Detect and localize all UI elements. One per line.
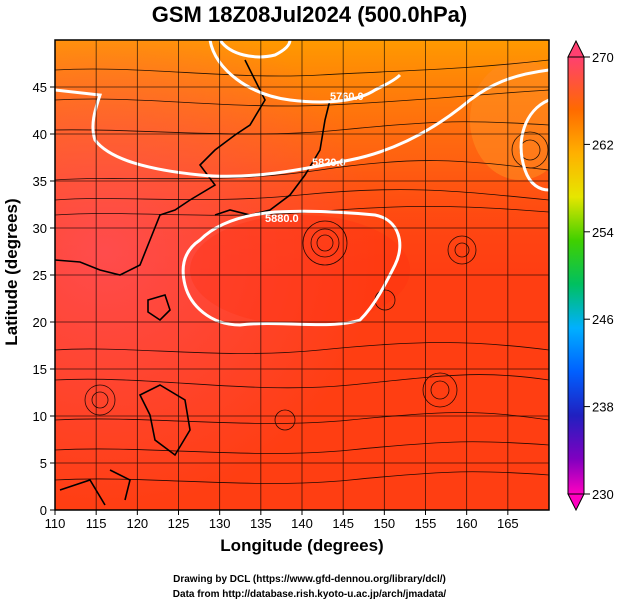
colorbar-tick-label: 230 bbox=[592, 487, 614, 502]
x-tick-label: 155 bbox=[415, 516, 437, 531]
y-tick-label: 5 bbox=[40, 456, 47, 471]
colorbar-tick-label: 238 bbox=[592, 400, 614, 415]
contour-label: 5880.0 bbox=[265, 213, 299, 225]
x-tick-label: 115 bbox=[86, 516, 107, 531]
y-tick-label: 45 bbox=[33, 80, 47, 95]
y-tick-label: 15 bbox=[33, 362, 47, 377]
x-tick-label: 140 bbox=[291, 516, 313, 531]
y-tick-label: 20 bbox=[33, 315, 47, 330]
x-axis: 110 115 120 125 130 135 140 145 150 155 160 165 bbox=[45, 510, 519, 531]
x-tick-label: 120 bbox=[126, 516, 148, 531]
contour-label: 5760.0 bbox=[330, 91, 364, 103]
contour-labels: 5760.0 5820.0 5880.0 bbox=[265, 91, 364, 225]
temperature-field bbox=[55, 40, 549, 510]
x-tick-label: 150 bbox=[373, 516, 395, 531]
colorbar-gradient bbox=[567, 56, 585, 495]
x-tick-label: 135 bbox=[250, 516, 272, 531]
y-tick-label: 0 bbox=[40, 503, 47, 518]
map-title: GSM 18Z08Jul2024 (500.0hPa) bbox=[151, 2, 468, 27]
y-axis-title: Latitude (degrees) bbox=[2, 198, 21, 346]
streamlines bbox=[55, 59, 549, 484]
x-axis-title: Longitude (degrees) bbox=[220, 536, 384, 555]
y-tick-label: 10 bbox=[33, 409, 47, 424]
colorbar-tick-label: 262 bbox=[592, 137, 614, 152]
y-axis: 0 5 10 15 20 25 30 35 40 45 bbox=[33, 80, 55, 518]
x-tick-label: 165 bbox=[497, 516, 519, 531]
contour-label: 5820.0 bbox=[312, 157, 346, 169]
x-tick-label: 160 bbox=[456, 516, 478, 531]
colorbar-tick-label: 246 bbox=[592, 312, 614, 327]
x-tick-label: 110 bbox=[45, 516, 66, 531]
coastlines bbox=[55, 59, 331, 506]
y-tick-label: 40 bbox=[33, 127, 47, 142]
y-tick-label: 25 bbox=[33, 268, 47, 283]
height-contours bbox=[55, 40, 549, 327]
colorbar-tick-label: 254 bbox=[592, 225, 614, 240]
x-tick-label: 130 bbox=[209, 516, 231, 531]
colorbar: 270 262 254 246 238 230 bbox=[567, 39, 614, 512]
credit-dcl: Drawing by DCL (https://www.gfd-dennou.o… bbox=[173, 574, 446, 585]
y-tick-label: 35 bbox=[33, 174, 47, 189]
colorbar-top-arrow bbox=[567, 39, 585, 58]
x-tick-label: 125 bbox=[168, 516, 190, 531]
y-tick-label: 30 bbox=[33, 221, 47, 236]
colorbar-bottom-arrow bbox=[567, 493, 585, 512]
credit-data: Data from http://database.rish.kyoto-u.a… bbox=[172, 589, 447, 600]
colorbar-tick-label: 270 bbox=[592, 50, 614, 65]
x-tick-label: 145 bbox=[332, 516, 354, 531]
